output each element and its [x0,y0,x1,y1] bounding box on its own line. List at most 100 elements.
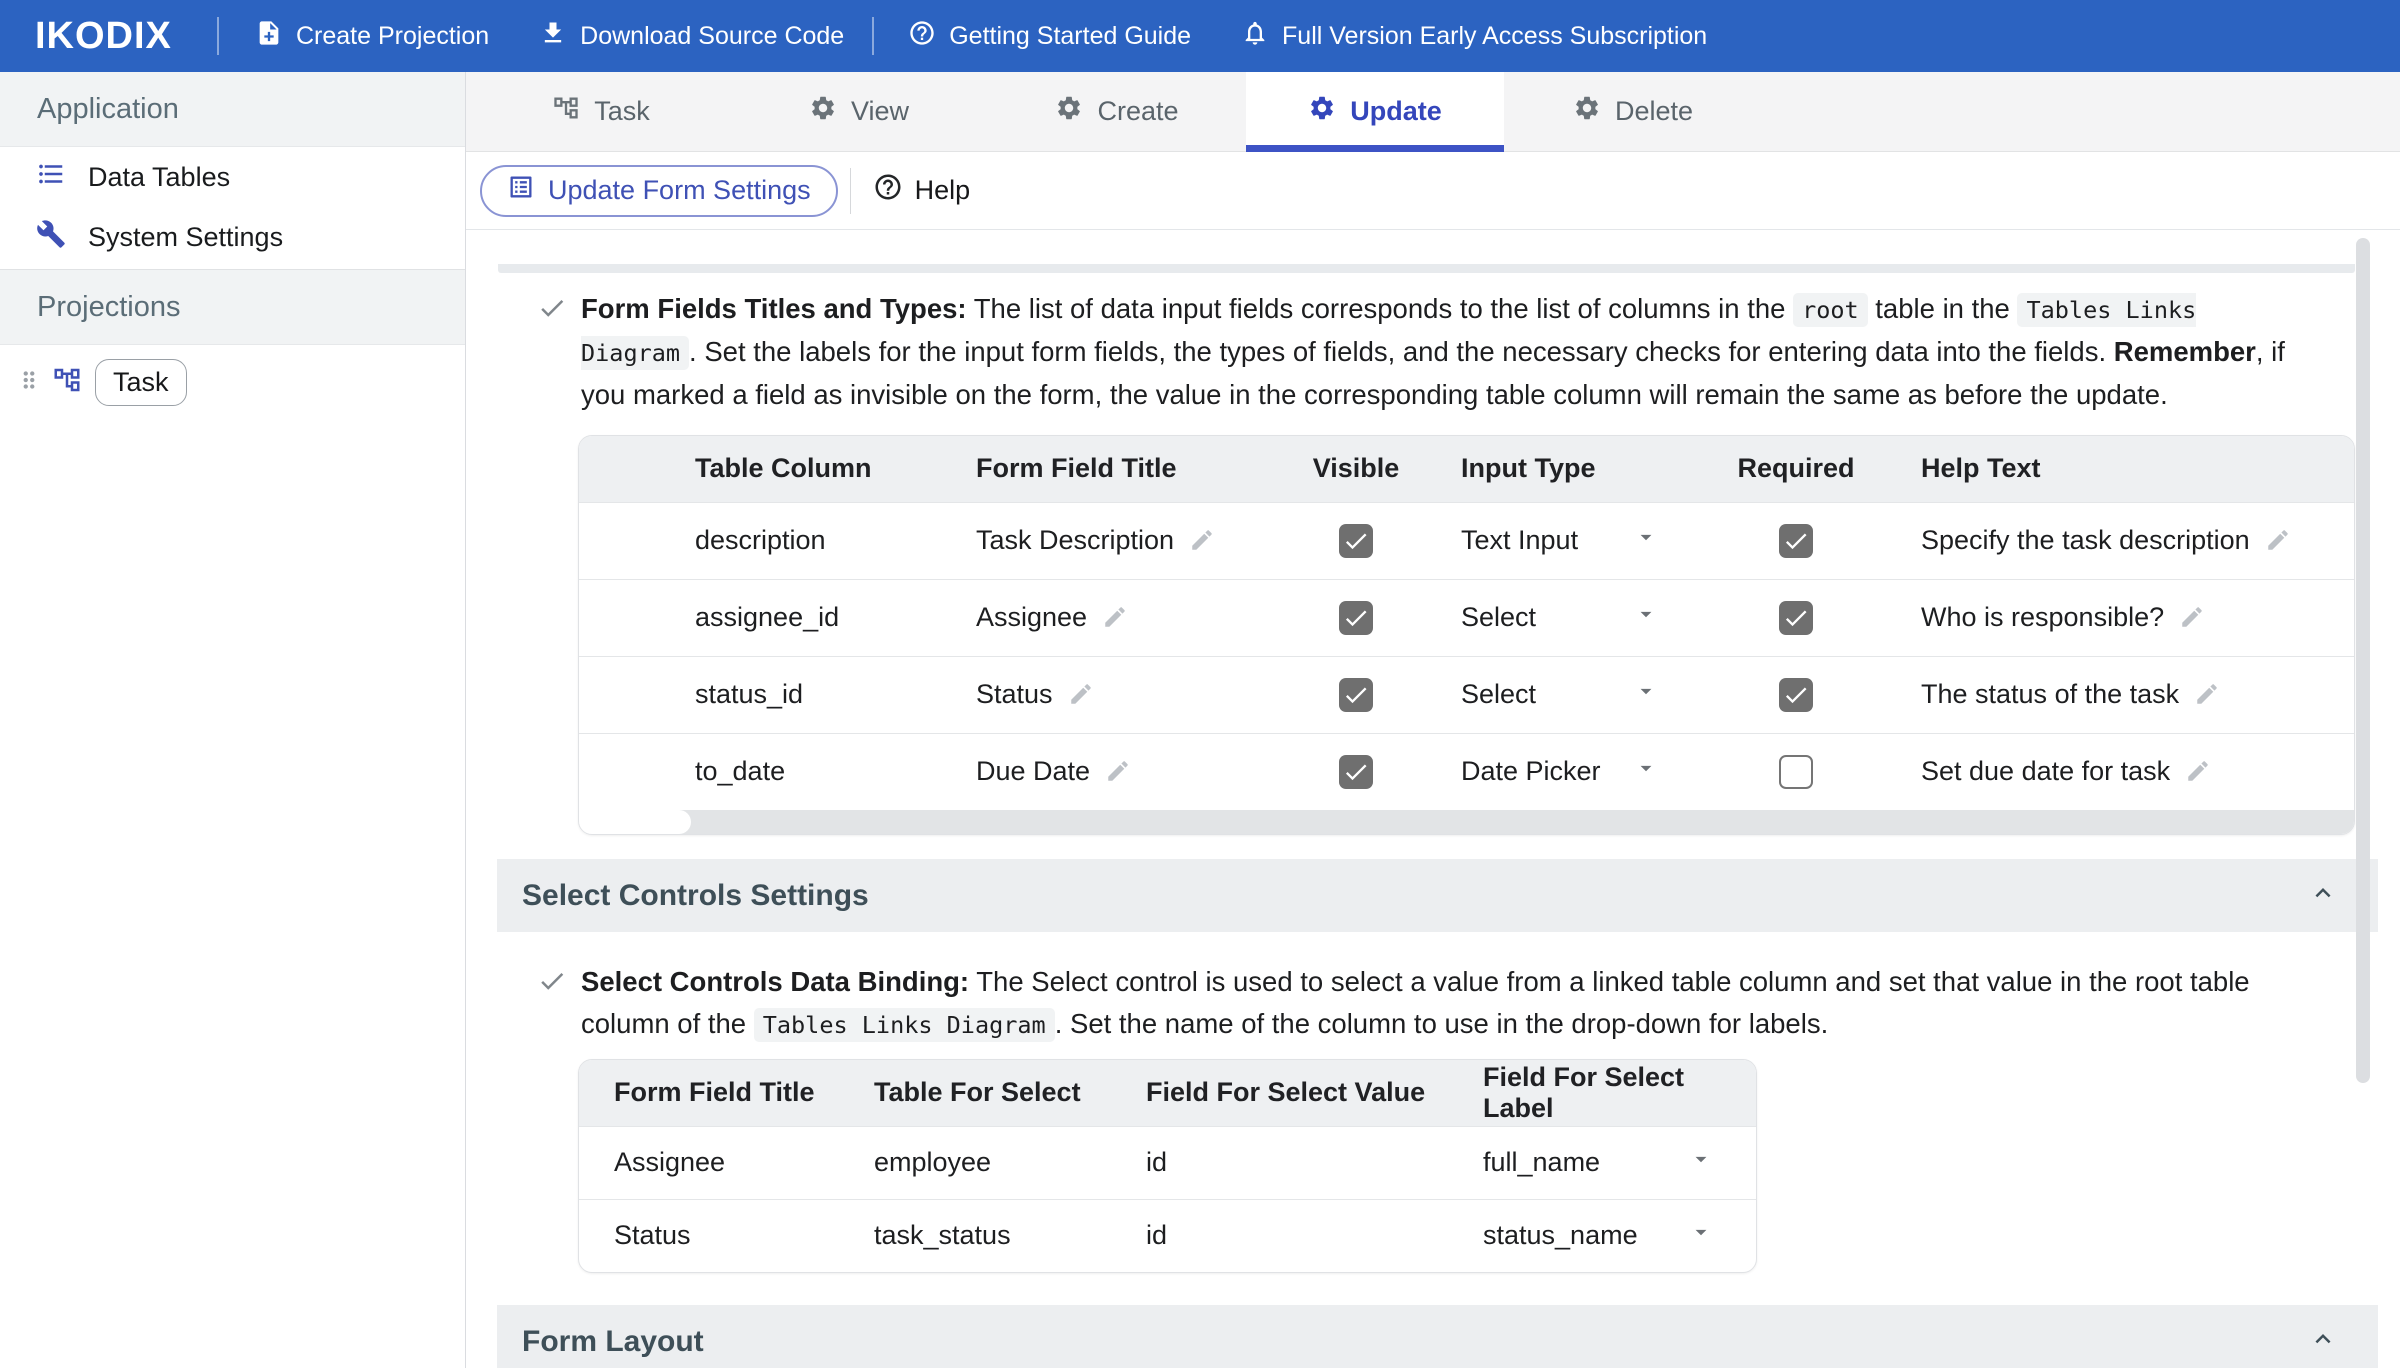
download-source-code-button[interactable]: Download Source Code [539,19,844,54]
table-column-cell: status_id [579,655,961,733]
visible-checkbox[interactable] [1339,523,1373,558]
chevron-down-icon [1633,524,1659,557]
form-fields-table: Table Column Form Field Title Visible In… [578,435,2355,835]
chevron-down-icon [1688,1146,1714,1179]
sidebar-section-projections: Projections [0,270,465,345]
fields-table-body: description Task Description Text Input Spe… [579,501,2354,810]
tab-view[interactable]: View [730,72,988,151]
input-type-select[interactable]: Select [1461,678,1701,711]
select-binding-note: Select Controls Data Binding: The Select… [537,961,2400,1046]
subscription-button[interactable]: Full Version Early Access Subscription [1241,19,1707,54]
app-logo: IKODIX [35,14,172,57]
edit-icon[interactable] [1090,756,1131,786]
topbar-divider [872,17,875,55]
chevron-up-icon[interactable] [2308,878,2338,913]
visible-checkbox[interactable] [1339,677,1373,712]
getting-started-guide-button[interactable]: Getting Started Guide [908,19,1191,54]
tab-task[interactable]: Task [472,72,730,151]
help-circle-icon [873,172,903,209]
chevron-down-icon [1633,755,1659,788]
create-projection-button[interactable]: Create Projection [255,19,489,54]
field-for-select-value-cell: id [1111,1198,1441,1272]
fields-table-header: Table Column Form Field Title Visible In… [579,436,2354,502]
col-required: Required [1701,436,1891,502]
horizontal-scrollbar-thumb[interactable] [579,810,691,834]
tab-create[interactable]: Create [988,72,1246,151]
edit-icon[interactable] [2170,756,2211,786]
required-checkbox[interactable] [1779,677,1813,712]
edit-icon[interactable] [2179,679,2220,709]
chevron-up-icon[interactable] [2308,1324,2338,1359]
form-field-title-cell: Status [961,655,1291,733]
drag-handle-icon[interactable] [16,367,42,398]
input-type-select[interactable]: Select [1461,601,1701,634]
input-type-select[interactable]: Text Input [1461,524,1701,557]
required-checkbox[interactable] [1779,523,1813,558]
tab-bar: Task View Create Update Delete [466,72,2400,152]
edit-icon[interactable] [1053,679,1094,709]
help-text-cell: Who is responsible? [1891,578,2354,656]
input-type-select[interactable]: Date Picker [1461,755,1701,788]
edit-icon[interactable] [1087,602,1128,632]
table-column-cell: description [579,501,961,579]
section-title: Form Layout [522,1324,704,1358]
gear-icon [809,94,837,129]
bell-icon [1241,19,1269,54]
horizontal-scrollbar[interactable] [579,810,2354,834]
sidebar-section-application: Application [0,72,465,147]
form-list-icon [507,173,535,208]
gear-icon [1055,94,1083,129]
tab-update[interactable]: Update [1246,72,1504,152]
fields-table-row: assignee_id Assignee Select Who is responsi… [579,578,2354,656]
col-help-text: Help Text [1891,436,2354,502]
help-button[interactable]: Help [873,172,970,209]
required-checkbox[interactable] [1779,754,1813,789]
edit-icon[interactable] [2164,602,2205,632]
select-controls-section-header[interactable]: Select Controls Settings [497,859,2378,932]
sidebar-item-system-settings[interactable]: System Settings [0,207,465,267]
sidebar-item-task-projection[interactable]: Task [0,345,465,419]
form-field-title-cell: Due Date [961,732,1291,810]
section-title: Select Controls Settings [522,878,869,912]
projection-task-chip[interactable]: Task [95,358,187,406]
list-icon [36,159,66,196]
sidebar-item-data-tables[interactable]: Data Tables [0,147,465,207]
col-table-for-select: Table For Select [836,1060,1111,1126]
edit-icon[interactable] [2250,525,2291,555]
binding-table-body: Assignee employee id full_name Status task_st… [579,1125,1756,1272]
wrench-icon [36,219,66,256]
col-input-type: Input Type [1421,436,1701,502]
visible-checkbox[interactable] [1339,600,1373,635]
table-column-cell: assignee_id [579,578,961,656]
table-column-cell: to_date [579,732,961,810]
tab-delete[interactable]: Delete [1504,72,1762,151]
col-table-column: Table Column [579,436,961,502]
required-checkbox[interactable] [1779,600,1813,635]
vertical-scrollbar-thumb[interactable] [2356,238,2370,1083]
sidebar: Application Data Tables System Settings … [0,72,466,1368]
gear-icon [1573,94,1601,129]
settings-scroll-area: Form Fields Titles and Types: The list o… [466,230,2400,1368]
help-text-cell: Specify the task description [1891,501,2354,579]
table-for-select-cell: task_status [836,1198,1111,1272]
field-for-select-label-select[interactable]: full_name [1483,1146,1756,1179]
collapsed-section-edge [498,264,2355,273]
topbar-divider [217,17,219,55]
form-field-title-cell: Status [579,1198,836,1272]
visible-checkbox[interactable] [1339,754,1373,789]
select-binding-note-text: Select Controls Data Binding: The Select… [581,961,2296,1046]
download-icon [539,19,567,54]
toolbar-divider [849,167,851,214]
update-form-settings-button[interactable]: Update Form Settings [480,164,838,217]
fields-table-row: to_date Due Date Date Picker Set due date f… [579,732,2354,810]
chevron-down-icon [1633,678,1659,711]
note-add-icon [255,19,283,54]
projection-tree-icon [42,365,82,400]
edit-icon[interactable] [1174,525,1215,555]
form-layout-section-header[interactable]: Form Layout [497,1305,2378,1368]
form-fields-note: Form Fields Titles and Types: The list o… [537,288,2400,416]
chevron-down-icon [1633,601,1659,634]
chevron-down-icon [1688,1219,1714,1252]
tree-icon [552,94,580,129]
field-for-select-label-select[interactable]: status_name [1483,1219,1756,1252]
